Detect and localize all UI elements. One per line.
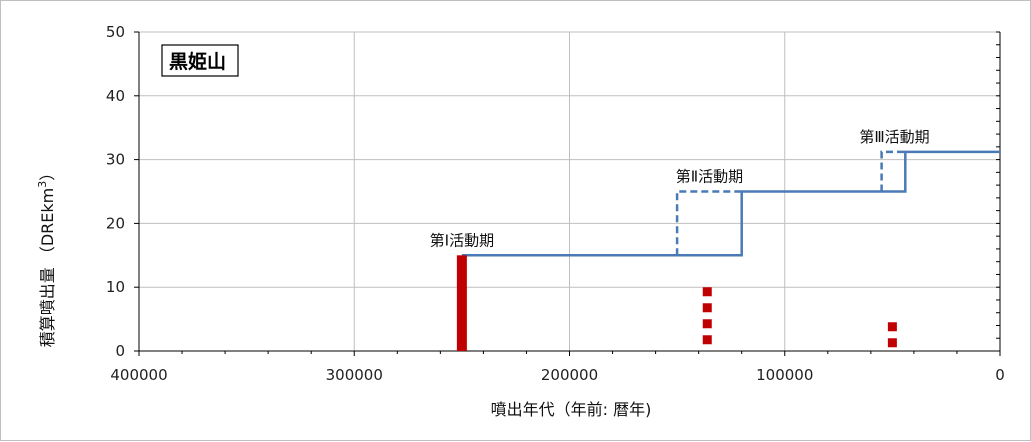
eruption-bar-solid <box>456 255 467 351</box>
axes <box>134 31 1001 356</box>
title-box: 黒姫山 <box>161 44 239 77</box>
y-tick-label: 10 <box>106 278 125 296</box>
x-tick-label: 400000 <box>110 366 167 384</box>
x-tick-label: 300000 <box>326 366 383 384</box>
y-tick-label: 20 <box>106 214 125 232</box>
activity-period-label-3: 第Ⅲ活動期 <box>859 128 929 146</box>
y-axis-title-main: 積算噴出量 （DREkm <box>38 188 57 348</box>
title-box-label: 黒姫山 <box>169 50 226 73</box>
x-axis-title: 噴出年代（年前: 暦年) <box>491 400 652 419</box>
y-axis-title: 積算噴出量 （DREkm3） <box>36 165 57 348</box>
bars-layer <box>456 255 897 351</box>
activity-period-label-2: 第Ⅱ活動期 <box>676 168 743 186</box>
cumulative-volume-dashed-line <box>880 150 906 192</box>
y-tick-label: 40 <box>106 87 125 105</box>
y-tick-label: 30 <box>106 151 125 169</box>
y-tick-label: 0 <box>115 342 125 360</box>
cumulative-volume-solid-line <box>461 150 1000 257</box>
series-layer <box>461 150 1000 257</box>
x-tick-label: 100000 <box>756 366 813 384</box>
labels-layer: 0 10 20 30 40 50 400000 300000 200000 100000 0 第Ⅰ活動… <box>106 23 1005 384</box>
x-tick-label: 0 <box>995 366 1005 384</box>
y-axis-title-close: ） <box>38 165 57 181</box>
y-tick-label: 50 <box>106 23 125 41</box>
y-axis-title-sup: 3 <box>36 181 49 188</box>
grid <box>139 31 1001 351</box>
x-tick-label: 200000 <box>541 366 598 384</box>
title-box-border <box>161 44 239 77</box>
activity-period-label-1: 第Ⅰ活動期 <box>430 231 494 249</box>
